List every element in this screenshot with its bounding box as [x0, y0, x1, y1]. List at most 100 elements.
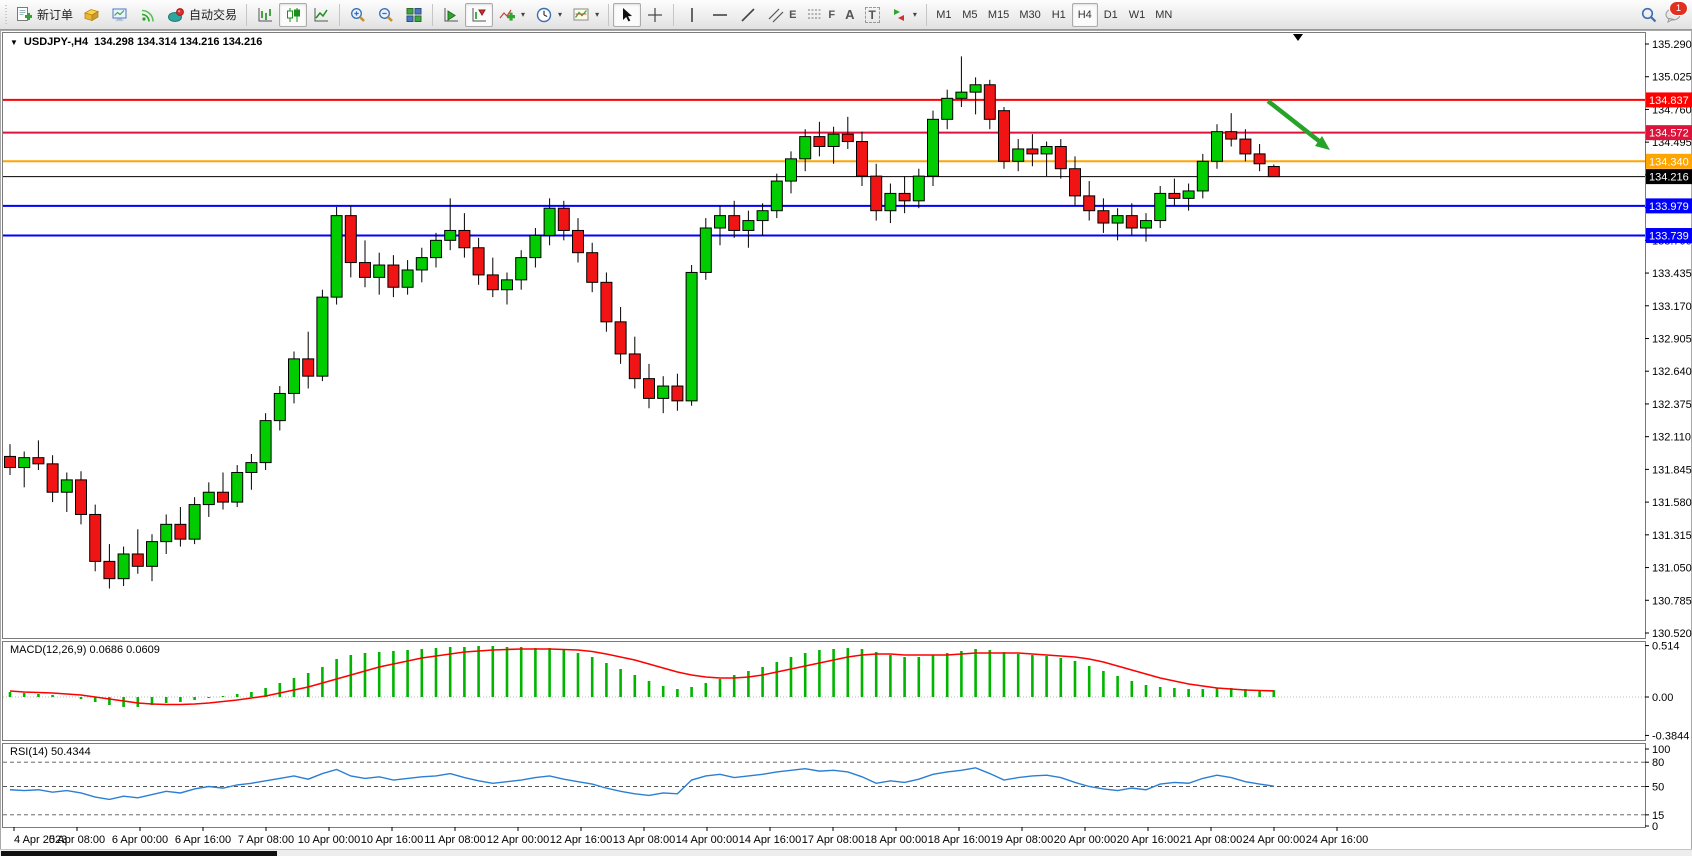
- template-icon: [573, 8, 589, 20]
- svg-text:133.170: 133.170: [1652, 301, 1692, 313]
- dropdown-arrow-icon: ▾: [595, 10, 600, 19]
- svg-text:133.979: 133.979: [1649, 201, 1689, 213]
- separator: [246, 3, 248, 26]
- toolbar-right: 1: [1640, 0, 1688, 24]
- svg-text:134.760: 134.760: [1652, 104, 1692, 116]
- trend-arrow-annotation[interactable]: [1266, 99, 1330, 150]
- svg-text:134.340: 134.340: [1649, 156, 1689, 168]
- dropdown-arrow-icon: ▾: [521, 10, 526, 19]
- candlestick-mode-button[interactable]: [279, 2, 308, 27]
- svg-text:0.514: 0.514: [1652, 641, 1680, 653]
- toolbar: 新订单: [0, 0, 1692, 30]
- svg-text:135.290: 135.290: [1652, 39, 1692, 51]
- indicators-button[interactable]: ▾: [493, 3, 530, 27]
- new-order-button[interactable]: 新订单: [10, 3, 78, 27]
- horizontal-line-icon: [713, 13, 728, 16]
- svg-text:17 Apr 08:00: 17 Apr 08:00: [802, 834, 864, 846]
- svg-text:131.845: 131.845: [1652, 464, 1692, 476]
- chart-shift-marker-icon: [1293, 34, 1303, 41]
- price-badges: 134.837 134.572 134.340 134.216 133.979 133.7…: [1646, 92, 1692, 244]
- svg-text:131.580: 131.580: [1652, 497, 1692, 509]
- candles: [4, 56, 1280, 589]
- tile-windows-button[interactable]: [400, 3, 428, 27]
- svg-text:135.025: 135.025: [1652, 72, 1692, 84]
- svg-text:132.640: 132.640: [1652, 366, 1692, 378]
- notifications-button[interactable]: 1: [1664, 0, 1688, 24]
- svg-text:132.375: 132.375: [1652, 399, 1692, 411]
- label-tool-icon: T: [864, 6, 880, 23]
- periods-button[interactable]: ▾: [530, 3, 567, 27]
- horizontal-line-tool-button[interactable]: [706, 3, 734, 27]
- arrows-tool-icon: [893, 8, 904, 21]
- data-window-button[interactable]: [106, 3, 134, 27]
- market-watch-icon: [84, 8, 100, 21]
- market-watch-button[interactable]: [78, 3, 106, 27]
- auto-scroll-icon: [444, 7, 459, 21]
- svg-text:7 Apr 08:00: 7 Apr 08:00: [238, 834, 294, 846]
- svg-text:20 Apr 16:00: 20 Apr 16:00: [1117, 834, 1179, 846]
- svg-text:14 Apr 16:00: 14 Apr 16:00: [739, 834, 801, 846]
- bar-chart-icon: [258, 7, 273, 21]
- svg-text:6 Apr 16:00: 6 Apr 16:00: [175, 834, 231, 846]
- horizontal-level-lines[interactable]: [3, 98, 1645, 237]
- tab-timeframe-M1[interactable]: M1: [936, 8, 952, 21]
- timeframe-group: M1 M5 M15 M30 H1 H4 D1 W1 MN: [931, 2, 1177, 27]
- signals-icon: [141, 9, 154, 22]
- trendline-tool-button[interactable]: [734, 3, 762, 27]
- svg-text:80: 80: [1652, 757, 1664, 769]
- channel-tool-button[interactable]: E: [762, 3, 801, 27]
- auto-scroll-button[interactable]: [437, 3, 465, 27]
- crosshair-tool-button[interactable]: [641, 3, 669, 27]
- tab-timeframe-W1[interactable]: W1: [1128, 8, 1146, 21]
- svg-text:20 Apr 00:00: 20 Apr 00:00: [1054, 834, 1116, 846]
- svg-text:5 Apr 08:00: 5 Apr 08:00: [49, 834, 105, 846]
- signals-button[interactable]: [134, 3, 162, 27]
- search-icon[interactable]: [1640, 6, 1658, 24]
- tab-timeframe-H4[interactable]: H4: [1071, 2, 1098, 27]
- svg-text:10 Apr 00:00: 10 Apr 00:00: [298, 834, 360, 846]
- zoom-out-button[interactable]: [372, 3, 400, 27]
- arrows-tool-button[interactable]: ▾: [885, 3, 922, 27]
- title-dropdown-icon[interactable]: ▼: [10, 37, 18, 47]
- zoom-in-icon: [351, 7, 365, 22]
- bar-chart-mode-button[interactable]: [251, 3, 279, 27]
- fibonacci-tool-button[interactable]: F: [801, 3, 840, 27]
- label-tool-button[interactable]: T: [860, 3, 885, 27]
- toolbar-grip: [5, 4, 7, 25]
- dropdown-arrow-icon: ▾: [558, 10, 563, 19]
- channel-icon: [768, 8, 784, 22]
- text-tool-button[interactable]: A: [840, 3, 859, 27]
- clock-icon: [536, 7, 552, 22]
- autotrading-button[interactable]: 自动交易: [162, 3, 242, 27]
- symbol-period-label: USDJPY-,H4: [23, 36, 89, 48]
- vertical-line-tool-button[interactable]: [678, 3, 706, 27]
- line-chart-icon: [314, 7, 329, 21]
- svg-text:100: 100: [1652, 744, 1670, 756]
- svg-text:19 Apr 08:00: 19 Apr 08:00: [991, 834, 1053, 846]
- line-chart-mode-button[interactable]: [307, 3, 335, 27]
- tab-timeframe-M15[interactable]: M15: [987, 8, 1010, 21]
- svg-text:18 Apr 00:00: 18 Apr 00:00: [865, 834, 927, 846]
- tab-timeframe-D1[interactable]: D1: [1103, 8, 1118, 21]
- svg-text:24 Apr 16:00: 24 Apr 16:00: [1306, 834, 1368, 846]
- horizontal-scrollbar[interactable]: [0, 849, 1692, 856]
- tab-timeframe-M30[interactable]: M30: [1019, 8, 1041, 21]
- vertical-line-icon: [691, 7, 693, 22]
- channel-letter: E: [789, 8, 797, 21]
- scrollbar-thumb[interactable]: [1, 851, 277, 856]
- templates-button[interactable]: ▾: [567, 3, 604, 27]
- tab-timeframe-M5[interactable]: M5: [962, 8, 978, 21]
- tab-timeframe-MN[interactable]: MN: [1155, 8, 1173, 21]
- svg-text:6 Apr 00:00: 6 Apr 00:00: [112, 834, 168, 846]
- zoom-in-button[interactable]: [344, 3, 372, 27]
- cursor-tool-button[interactable]: [613, 2, 642, 27]
- trendline-icon: [741, 7, 755, 22]
- autotrading-label: 自动交易: [189, 8, 238, 22]
- chart-shift-button[interactable]: [465, 2, 494, 27]
- notification-badge: 1: [1669, 0, 1688, 16]
- zoom-out-icon: [379, 7, 393, 22]
- tab-timeframe-H1[interactable]: H1: [1051, 8, 1066, 21]
- chart-title: ▼ USDJPY-,H4 134.298 134.314 134.216 134…: [10, 36, 262, 48]
